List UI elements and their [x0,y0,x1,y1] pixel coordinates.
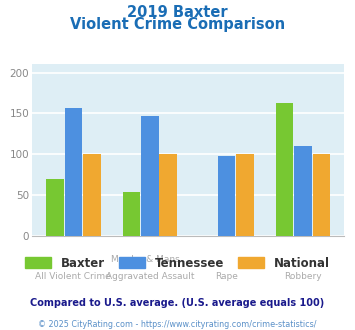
Bar [236,154,253,236]
Legend: Baxter, Tennessee, National: Baxter, Tennessee, National [26,257,329,270]
Text: Robbery: Robbery [284,272,322,281]
Bar [65,108,82,236]
Text: Murder & Mans...: Murder & Mans... [111,255,189,264]
Bar [159,154,177,236]
Bar [83,154,100,236]
Bar [123,192,140,236]
Text: Compared to U.S. average. (U.S. average equals 100): Compared to U.S. average. (U.S. average … [31,298,324,308]
Text: Rape: Rape [215,272,238,281]
Bar [218,156,235,236]
Text: Violent Crime Comparison: Violent Crime Comparison [70,16,285,31]
Bar [276,103,294,236]
Bar [46,179,64,236]
Bar [312,154,330,236]
Text: 2019 Baxter: 2019 Baxter [127,5,228,20]
Text: All Violent Crime: All Violent Crime [36,272,111,281]
Text: Aggravated Assault: Aggravated Assault [106,272,194,281]
Text: © 2025 CityRating.com - https://www.cityrating.com/crime-statistics/: © 2025 CityRating.com - https://www.city… [38,320,317,329]
Bar [141,116,159,236]
Bar [294,146,312,236]
